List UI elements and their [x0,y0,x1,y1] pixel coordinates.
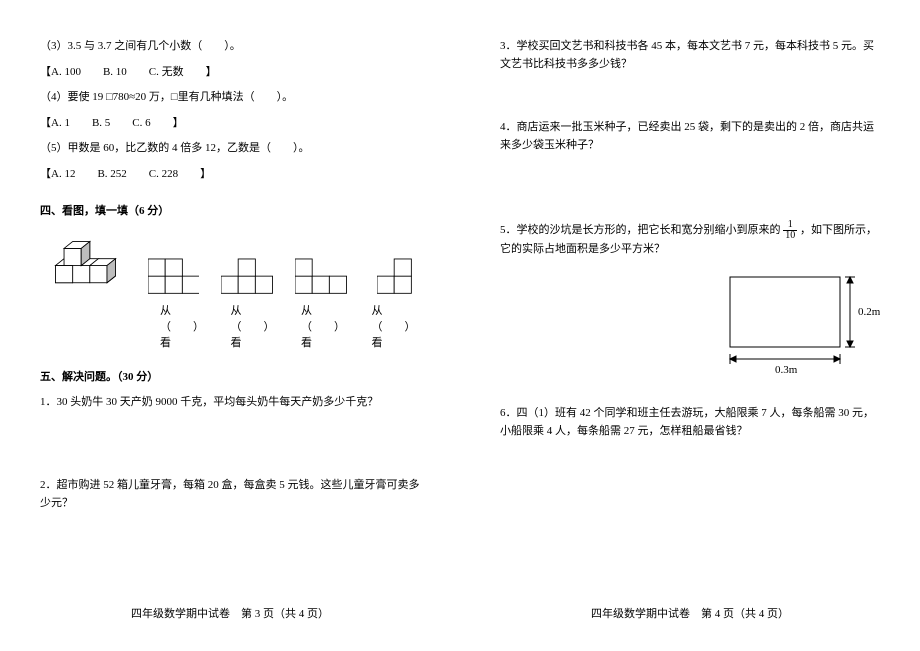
p5-part-a: 5．学校的沙坑是长方形的，把它长和宽分别缩小到原来的 [500,224,783,236]
dim-height-label: 0.2m [858,306,880,318]
cube-view2-icon [221,256,273,298]
fraction: 1 10 [783,220,797,241]
problem-3: 3．学校买回文艺书和科技书各 45 本，每本文艺书 7 元，每本科技书 5 元。… [500,38,880,73]
right-column: 3．学校买回文艺书和科技书各 45 本，每本文艺书 7 元，每本科技书 5 元。… [460,0,920,651]
section4-title: 四、看图，填一填（6 分） [40,202,420,218]
left-column: （3）3.5 与 3.7 之间有几个小数（ ）。 【A. 100 B. 10 C… [0,0,460,651]
section5-title: 五、解决问题。（30 分） [40,368,420,384]
spacer [40,419,420,469]
spacer [500,377,880,397]
fraction-den: 10 [783,231,797,241]
page: （3）3.5 与 3.7 之间有几个小数（ ）。 【A. 100 B. 10 C… [0,0,920,651]
problem-1: 1．30 头奶牛 30 天产奶 9000 千克，平均每头奶牛每天产奶多少千克？ [40,394,420,412]
cube-labels: 从（ ）看 从（ ）看 从（ ）看 从（ ）看 [160,302,420,350]
q4-options: 【A. 1 B. 5 C. 6 】 [40,115,420,133]
view-label-3: 从（ ）看 [301,302,350,350]
view-label-1: 从（ ）看 [160,302,209,350]
dim-width-label: 0.3m [775,364,798,376]
q3-text: （3）3.5 与 3.7 之间有几个小数（ ）。 [40,38,420,56]
rectangle-diagram: 0.2m 0.3m [720,267,880,377]
problem-4: 4．商店运来一批玉米种子，已经卖出 25 袋，剩下的是卖出的 2 倍，商店共运来… [500,119,880,154]
view-label-2: 从（ ）看 [231,302,280,350]
problem-2: 2．超市购进 52 箱儿童牙膏，每箱 20 盒，每盒卖 5 元钱。这些儿童牙膏可… [40,477,420,512]
q5-text: （5）甲数是 60，比乙数的 4 倍多 12，乙数是（ ）。 [40,140,420,158]
q5-options: 【A. 12 B. 252 C. 228 】 [40,166,420,184]
q3-options: 【A. 100 B. 10 C. 无数 】 [40,64,420,82]
cube-view1-icon [148,256,200,298]
q4-text: （4）要使 19 □780≈20 万，□里有几种填法（ ）。 [40,89,420,107]
view-label-4: 从（ ）看 [372,302,421,350]
problem-5: 5．学校的沙坑是长方形的，把它长和宽分别缩小到原来的 1 10 ，如下图所示，它… [500,220,880,259]
right-footer: 四年级数学期中试卷 第 4 页（共 4 页） [460,605,920,621]
problem-6: 6．四（1）班有 42 个同学和班主任去游玩，大船限乘 7 人，每条船需 30 … [500,405,880,440]
cube-figures [40,228,420,298]
spacer [500,81,880,111]
cube-view3-icon [295,256,355,298]
cube-view4-icon [377,256,420,298]
cube-3d-icon [40,228,126,298]
left-footer: 四年级数学期中试卷 第 3 页（共 4 页） [0,605,460,621]
spacer [500,162,880,212]
